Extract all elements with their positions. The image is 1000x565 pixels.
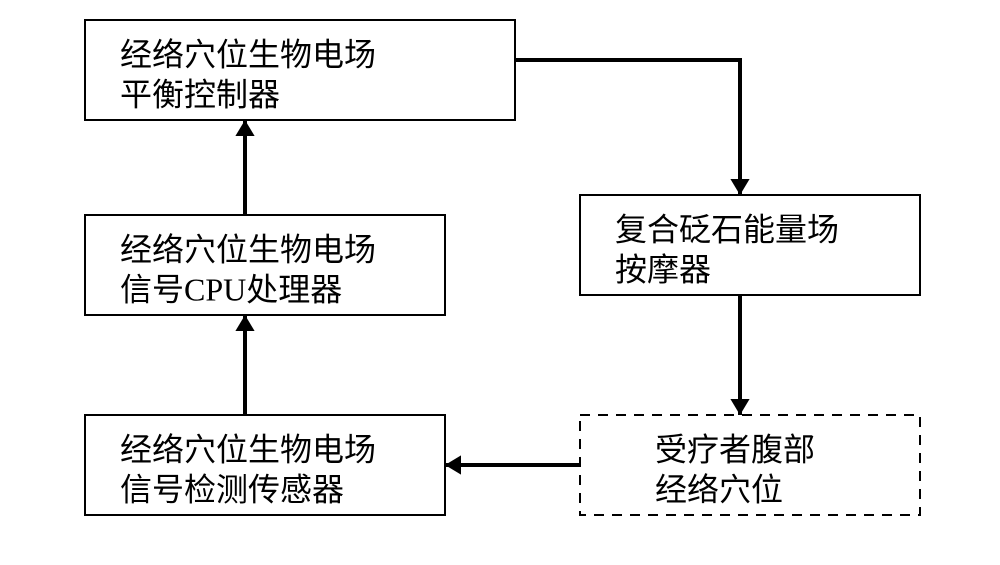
node-n1-label-line-0: 经络穴位生物电场 [120,36,376,72]
edge-e3 [515,60,750,195]
flowchart-diagram: 经络穴位生物电场平衡控制器经络穴位生物电场信号CPU处理器经络穴位生物电场信号检… [0,0,1000,565]
edge-e5 [445,455,580,474]
node-n4-label-line-0: 复合砭石能量场 [615,211,839,247]
node-n3: 经络穴位生物电场信号检测传感器 [85,415,445,515]
edge-e2 [235,120,254,215]
node-n2-label-line-1: 信号CPU处理器 [120,271,342,307]
node-n4-label-line-1: 按摩器 [615,251,711,287]
node-n5: 受疗者腹部经络穴位 [580,415,920,515]
node-n5-label-line-0: 受疗者腹部 [655,431,815,467]
node-n4: 复合砭石能量场按摩器 [580,195,920,295]
node-n3-label-line-0: 经络穴位生物电场 [120,431,376,467]
node-n2: 经络穴位生物电场信号CPU处理器 [85,215,445,315]
node-n1-label-line-1: 平衡控制器 [120,76,280,112]
edge-e4 [730,295,749,415]
node-n2-label-line-0: 经络穴位生物电场 [120,231,376,267]
node-n3-label-line-1: 信号检测传感器 [120,471,344,507]
edge-e1 [235,315,254,415]
node-n5-label-line-1: 经络穴位 [655,471,783,507]
node-n1: 经络穴位生物电场平衡控制器 [85,20,515,120]
